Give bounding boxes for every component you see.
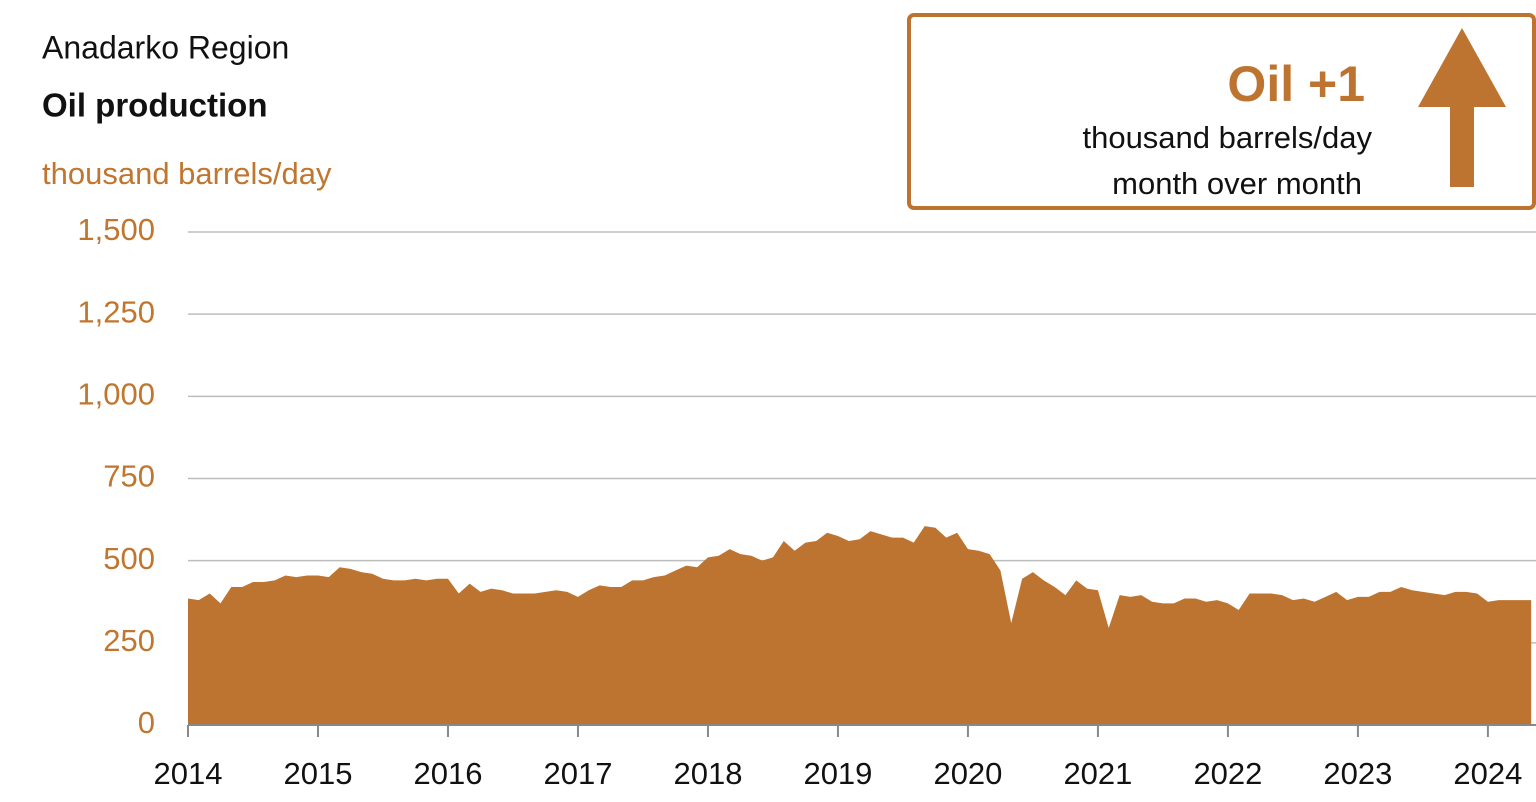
y-axis-label: thousand barrels/day (42, 156, 332, 191)
up-arrow (1418, 28, 1506, 187)
y-tick-label: 1,000 (77, 377, 155, 412)
area (188, 526, 1532, 725)
annotation-period: month over month (1112, 166, 1362, 201)
x-tick-label: 2015 (284, 756, 353, 791)
annotation-headline: Oil +1 (1227, 56, 1365, 112)
y-tick-label: 750 (103, 459, 155, 494)
y-tick-label: 1,500 (77, 212, 155, 247)
chart-title: Anadarko Region (42, 29, 289, 65)
x-tick-label: 2021 (1063, 756, 1132, 791)
x-tick-label: 2023 (1323, 756, 1392, 791)
x-tick-label: 2014 (154, 756, 223, 791)
x-tick-label: 2022 (1193, 756, 1262, 791)
x-tick-label: 2016 (413, 756, 482, 791)
x-tick-label: 2020 (933, 756, 1002, 791)
annotation-unit: thousand barrels/day (1082, 120, 1372, 155)
plot (188, 526, 1532, 725)
y-tick-label: 250 (103, 623, 155, 658)
x-tick-label: 2017 (543, 756, 612, 791)
axes: 0 250 500 750 1,000 1,250 1,500 2014 2015 2016 201… (77, 212, 1536, 791)
x-tick-label: 2024 (1453, 756, 1522, 791)
y-tick-label: 500 (103, 541, 155, 576)
x-tick-label: 2018 (673, 756, 742, 791)
y-tick-label: 0 (138, 705, 155, 740)
x-tick-label: 2019 (803, 756, 872, 791)
y-tick-label: 1,250 (77, 294, 155, 329)
annotation-box (907, 13, 1536, 210)
chart-subtitle: Oil production (42, 87, 267, 124)
